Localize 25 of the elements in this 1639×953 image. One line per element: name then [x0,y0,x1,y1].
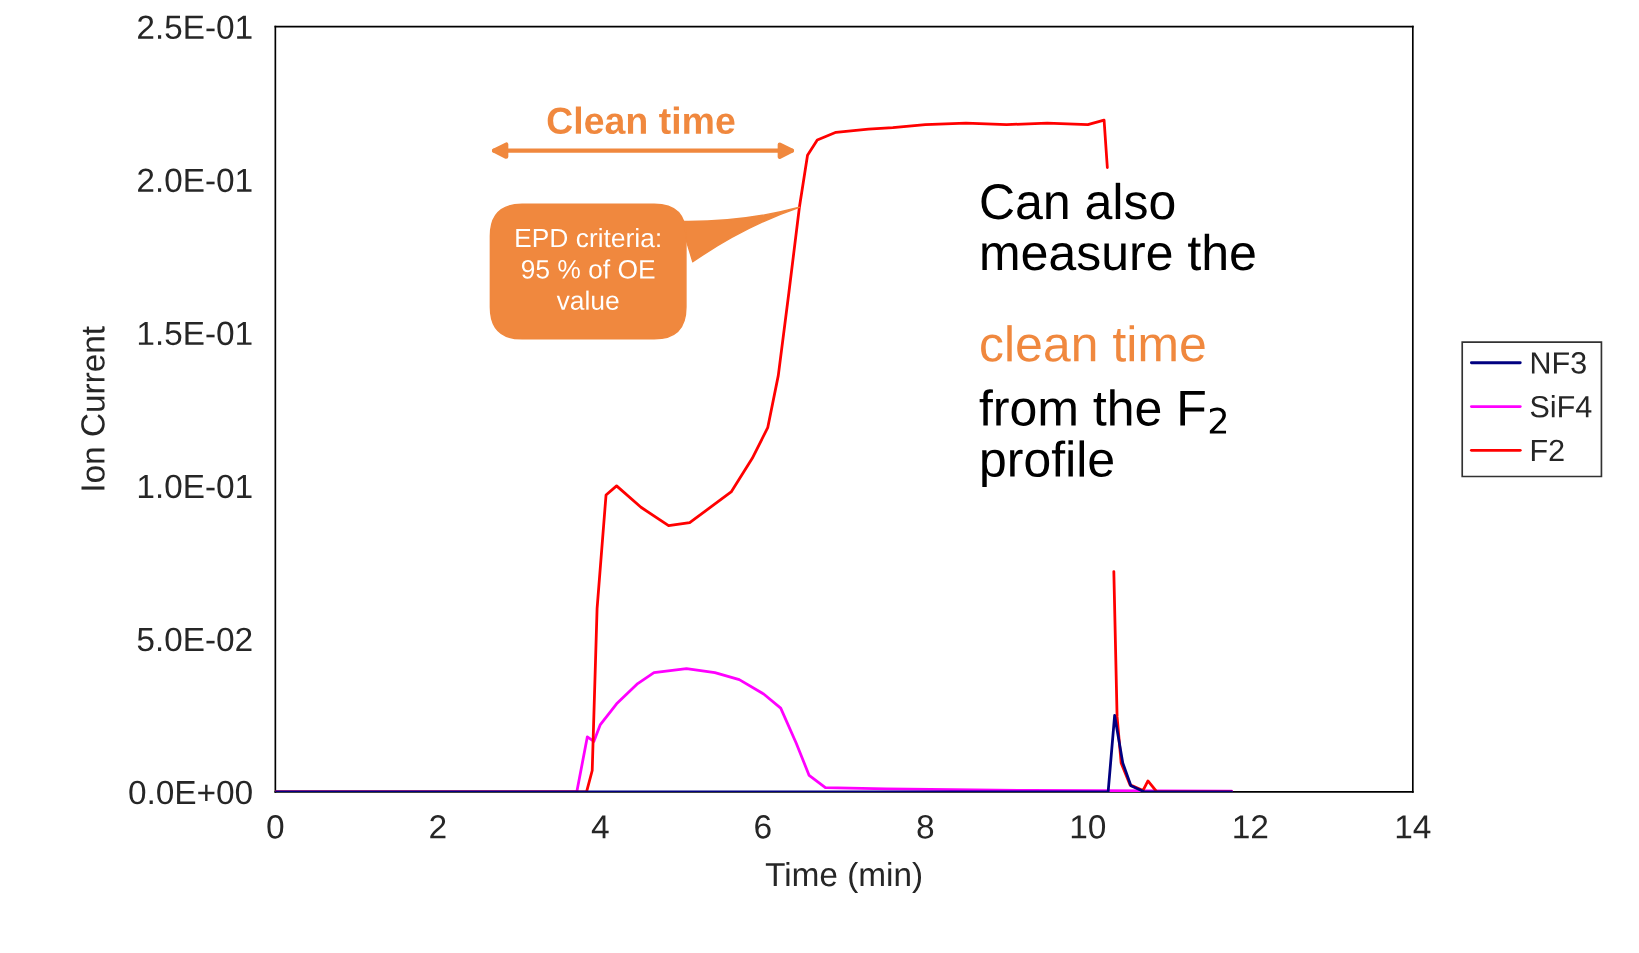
y-tick-label: 1.5E-01 [138,321,252,346]
y-tick-label: 2.0E-01 [138,168,252,193]
y-tick-label: 5.0E-02 [137,627,252,652]
legend-label: SiF4 [1530,395,1592,418]
x-tick-label: 14 [1396,815,1431,839]
annotation: Can also measure the [981,182,1255,271]
annotation: EPD criteria: 95 % of OE value [516,227,660,310]
y-tick-label: 1.0E-01 [138,474,252,499]
y-axis-title: Ion Current [81,326,105,490]
y-tick-label: 0.0E+00 [129,780,252,805]
line-series [275,714,1234,792]
x-tick-label: 12 [1234,815,1268,839]
legend-label: F2 [1531,439,1564,461]
text: from the F$_{2}$ profile [979,389,1227,487]
x-tick-label: 0 [267,815,284,839]
x-tick-label: 10 [1071,815,1106,839]
annotation: Clean time [547,106,735,135]
x-tick-label: 2 [430,815,446,839]
x-tick-label: 6 [755,815,771,839]
annotation: clean time [981,325,1205,362]
x-axis-title: Time (min) [765,861,922,893]
legend-label: NF3 [1531,352,1586,374]
x-tick-label: 4 [591,815,609,839]
y-tick-label: 2.5E-01 [138,15,252,40]
x-tick-label: 8 [917,815,934,839]
